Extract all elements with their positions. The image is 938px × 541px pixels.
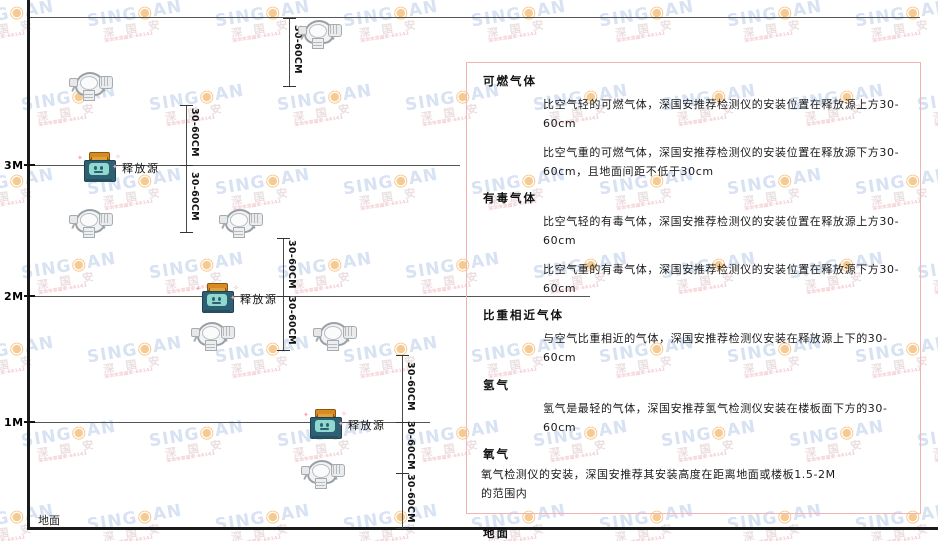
dim-1m-label-0: 30-60CM (405, 361, 416, 411)
panel-section-paragraph: 氧气检测仪的安装，深国安推荐其安装高度在距离地面或楼板1.5-2M的范围内 (481, 468, 836, 501)
detector-right-2m-icon (312, 320, 357, 351)
level-line-1m (30, 422, 430, 423)
dim-3m-label-0: 30-60CM (189, 108, 200, 157)
sparkle-icon: ✦ (338, 420, 344, 428)
sparkle-icon: ✧ (341, 410, 347, 418)
release-source-3m-icon (82, 152, 116, 182)
dim-1m-label-2: 30-60CM (405, 473, 416, 523)
info-panel-body: 可燃气体 比空气轻的可燃气体，深国安推荐检测仪的安装位置在释放源上方30-60cm… (481, 73, 906, 541)
dim-1m-label-1: 30-60CM (405, 420, 416, 470)
dim-top-cap (283, 86, 296, 87)
dim-2m-cap (277, 238, 290, 239)
dim-2m-label-1: 30-60CM (286, 296, 297, 345)
dim-top-cap (283, 18, 296, 19)
panel-section-paragraph: 比空气轻的有毒气体，深国安推荐检测仪的安装位置在释放源上方30-60cm (543, 215, 900, 248)
dim-2m-cap (277, 350, 290, 351)
axis-tickmark (24, 421, 35, 423)
release-source-3m-label: 释放源 (122, 162, 160, 175)
detector-top-center-icon (297, 18, 342, 49)
dim-3m-line (186, 105, 187, 232)
axis-tick-1m: 1M (4, 416, 24, 429)
vertical-axis (27, 0, 30, 529)
detector-below-3m-icon (68, 207, 113, 238)
ground-label: 地面 (38, 514, 60, 527)
sparkle-icon: ✦ (195, 285, 201, 293)
panel-section-paragraph: 比空气重的有毒气体，深国安推荐检测仪的安装位置在释放源下方30-60cm (543, 262, 900, 295)
dim-2m-line (283, 238, 284, 350)
panel-section-4: 氧气氧气检测仪的安装，深国安推荐其安装高度在距离地面或楼板1.5-2M的范围内 (481, 446, 906, 504)
dim-2m-label-0: 30-60CM (286, 240, 297, 289)
dim-top-label-0: 30-60CM (292, 25, 303, 74)
panel-section-heading: 氢气 (483, 377, 510, 392)
panel-section-paragraph: 氢气是最轻的气体，深国安推荐氢气检测仪安装在楼板面下方的30-60cm (543, 401, 888, 434)
panel-spacer (481, 513, 906, 525)
panel-section-heading: 氧气 (483, 447, 510, 461)
sparkle-icon: ✦ (112, 163, 118, 171)
dim-1m-line (402, 355, 403, 528)
axis-tick-3m: 3M (4, 159, 24, 172)
release-source-2m-label: 释放源 (240, 293, 278, 306)
dim-1m-cap (396, 355, 409, 356)
sparkle-icon: ✦ (230, 294, 236, 302)
sparkle-icon: ✦ (303, 411, 309, 419)
release-source-1m-icon (308, 409, 342, 439)
axis-tick-2m: 2M (4, 290, 24, 303)
panel-section-paragraph: 比空气轻的可燃气体，深国安推荐检测仪的安装位置在释放源上方30-60cm (543, 98, 900, 131)
ground-axis (27, 527, 938, 530)
axis-tickmark (24, 295, 35, 297)
sparkle-icon: ✧ (115, 153, 121, 161)
panel-section-heading: 地面 (483, 525, 510, 540)
panel-section-paragraph: 比空气重的可燃气体，深国安推荐检测仪的安装位置在释放源下方30-60cm，且地面… (543, 145, 900, 178)
level-line-3m (30, 165, 460, 166)
dim-1m-cap (396, 528, 409, 529)
detector-above-3m-icon (68, 70, 113, 101)
dim-2m-cap (277, 296, 290, 297)
sparkle-icon: ✦ (77, 154, 83, 162)
dim-1m-cap (396, 422, 409, 423)
ceiling-line (30, 17, 920, 18)
release-source-1m-label: 释放源 (348, 419, 386, 432)
dim-3m-label-1: 30-60CM (189, 171, 200, 221)
detector-below-1m-icon (300, 458, 345, 489)
panel-section-heading: 比重相近气体 (483, 308, 564, 322)
detector-right-3m-icon (218, 207, 263, 238)
sparkle-icon: ✧ (233, 284, 239, 292)
dim-top-line (289, 18, 290, 86)
axis-tickmark (24, 164, 35, 166)
dim-1m-cap (396, 473, 409, 474)
detector-below-2m-icon (190, 320, 235, 351)
panel-section-heading: 有毒气体 (483, 191, 537, 205)
level-line-2m (30, 296, 590, 297)
info-panel: 可燃气体 比空气轻的可燃气体，深国安推荐检测仪的安装位置在释放源上方30-60cm… (466, 62, 921, 540)
panel-section-paragraph: 与空气比重相近的气体，深国安推荐检测仪安装在释放源上下的30-60cm (543, 332, 888, 365)
dim-3m-cap (180, 165, 193, 166)
release-source-2m-icon (200, 283, 234, 313)
panel-section-heading: 可燃气体 (483, 74, 537, 88)
dim-3m-cap (180, 105, 193, 106)
dim-3m-cap (180, 232, 193, 233)
